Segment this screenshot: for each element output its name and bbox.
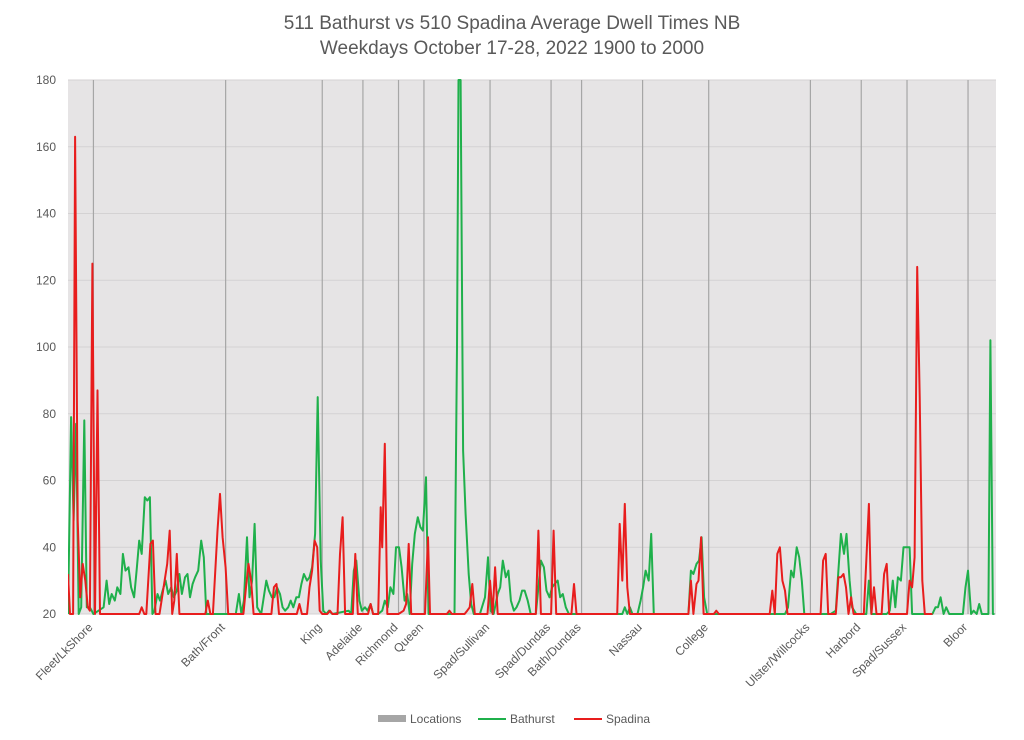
chart-subtitle: Weekdays October 17-28, 2022 1900 to 200…: [319, 38, 705, 59]
x-tick-label: Harbord: [823, 620, 864, 661]
y-tick-label: 160: [36, 140, 56, 154]
y-tick-label: 180: [36, 73, 56, 87]
legend-label-locations: Locations: [410, 712, 461, 726]
series-line-spadina: [68, 135, 933, 615]
x-tick-label: College: [672, 620, 711, 659]
chart-title: 511 Bathurst vs 510 Spadina Average Dwel…: [283, 13, 741, 34]
series-line-bathurst: [68, 79, 995, 615]
y-tick-label: 140: [36, 207, 56, 221]
legend-swatch-locations: [378, 715, 406, 722]
y-tick-label: 60: [43, 474, 57, 488]
y-tick-label: 80: [43, 407, 57, 421]
x-tick-label: Bloor: [940, 620, 970, 650]
x-tick-label: Spad/Sullivan: [430, 620, 492, 682]
y-tick-label: 40: [43, 540, 57, 554]
x-tick-label: Nassau: [606, 620, 645, 659]
x-tick-label: Fleet/LkShore: [33, 620, 96, 683]
y-tick-label: 20: [43, 607, 57, 621]
legend-label-bathurst: Bathurst: [510, 712, 555, 726]
legend-label-spadina: Spadina: [606, 712, 650, 726]
x-tick-label: King: [297, 620, 324, 647]
x-tick-label: Ulster/Willcocks: [743, 620, 813, 690]
y-tick-label: 100: [36, 340, 56, 354]
y-tick-label: 120: [36, 273, 56, 287]
x-tick-label: Bath/Front: [178, 620, 228, 670]
